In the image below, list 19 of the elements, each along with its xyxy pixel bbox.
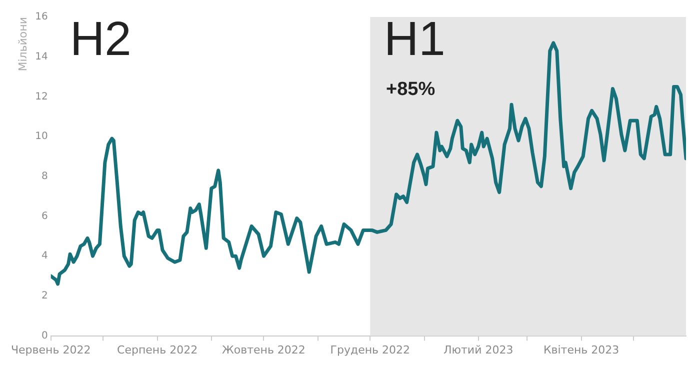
y-tick-label: 14: [35, 51, 48, 62]
y-axis-title: Мільйони: [16, 17, 30, 72]
y-tick-label: 6: [41, 210, 48, 222]
y-tick-label: 8: [41, 170, 48, 182]
x-tick-label: Грудень 2022: [330, 343, 410, 356]
x-tick-label: Лютий 2023: [443, 343, 514, 356]
annotation: H2: [70, 13, 132, 66]
x-tick-label: Жовтень 2022: [222, 343, 306, 356]
x-tick-label: Червень 2022: [10, 343, 91, 356]
y-tick-label: 16: [35, 12, 48, 23]
annotation: H1: [384, 13, 446, 66]
x-tick-label: Серпень 2022: [117, 343, 198, 356]
y-tick-label: 12: [35, 91, 48, 102]
y-tick-label: 2: [41, 290, 48, 302]
y-tick-label: 10: [35, 131, 48, 142]
annotation: +85%: [386, 79, 436, 100]
y-tick-label: 4: [41, 250, 48, 262]
y-tick-label: 0: [41, 330, 48, 342]
x-tick-label: Квітень 2023: [543, 343, 620, 356]
